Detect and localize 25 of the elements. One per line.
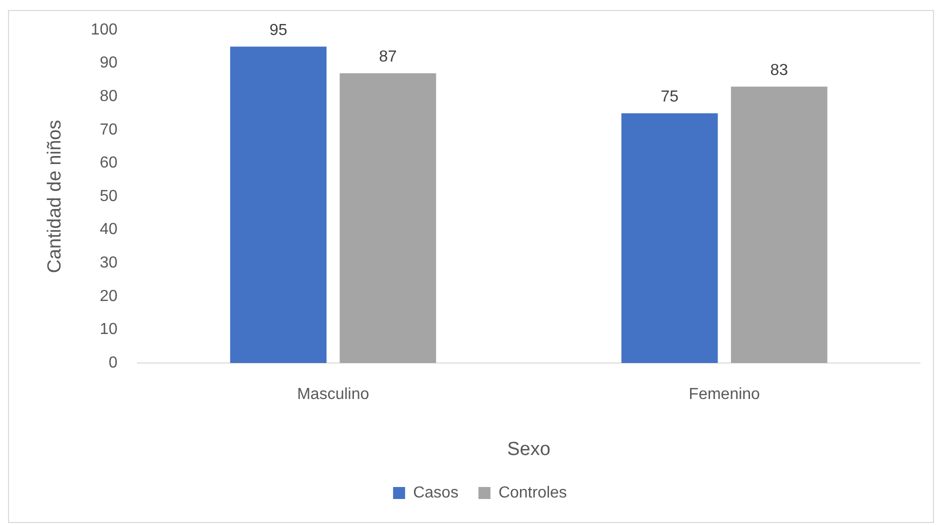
bar <box>340 73 436 363</box>
y-tick-label: 50 <box>100 188 118 205</box>
legend-label: Controles <box>498 484 567 502</box>
y-tick-label: 0 <box>108 354 118 372</box>
y-tick-label: 70 <box>100 121 118 138</box>
y-tick-label: 20 <box>100 288 118 305</box>
y-tick-label: 30 <box>100 254 118 272</box>
y-tick-label: 60 <box>100 154 118 172</box>
x-tick-label: Femenino <box>688 386 760 404</box>
bar <box>730 86 828 363</box>
data-label: 83 <box>770 62 788 80</box>
y-tick-label: 40 <box>100 221 118 238</box>
y-tick-label: 90 <box>100 54 118 72</box>
data-label: 95 <box>269 22 288 40</box>
y-tick-label: 100 <box>90 21 118 38</box>
bar <box>230 46 327 363</box>
y-axis-title: Cantidad de niños <box>44 120 66 274</box>
data-label: 75 <box>660 88 679 106</box>
x-axis-title: Sexo <box>507 438 550 460</box>
y-tick-label: 80 <box>100 88 118 106</box>
bar <box>621 113 718 363</box>
y-tick-label: 10 <box>100 321 118 338</box>
legend-label: Casos <box>413 484 458 502</box>
x-tick-label: Masculino <box>297 386 370 404</box>
data-label: 87 <box>379 48 397 66</box>
